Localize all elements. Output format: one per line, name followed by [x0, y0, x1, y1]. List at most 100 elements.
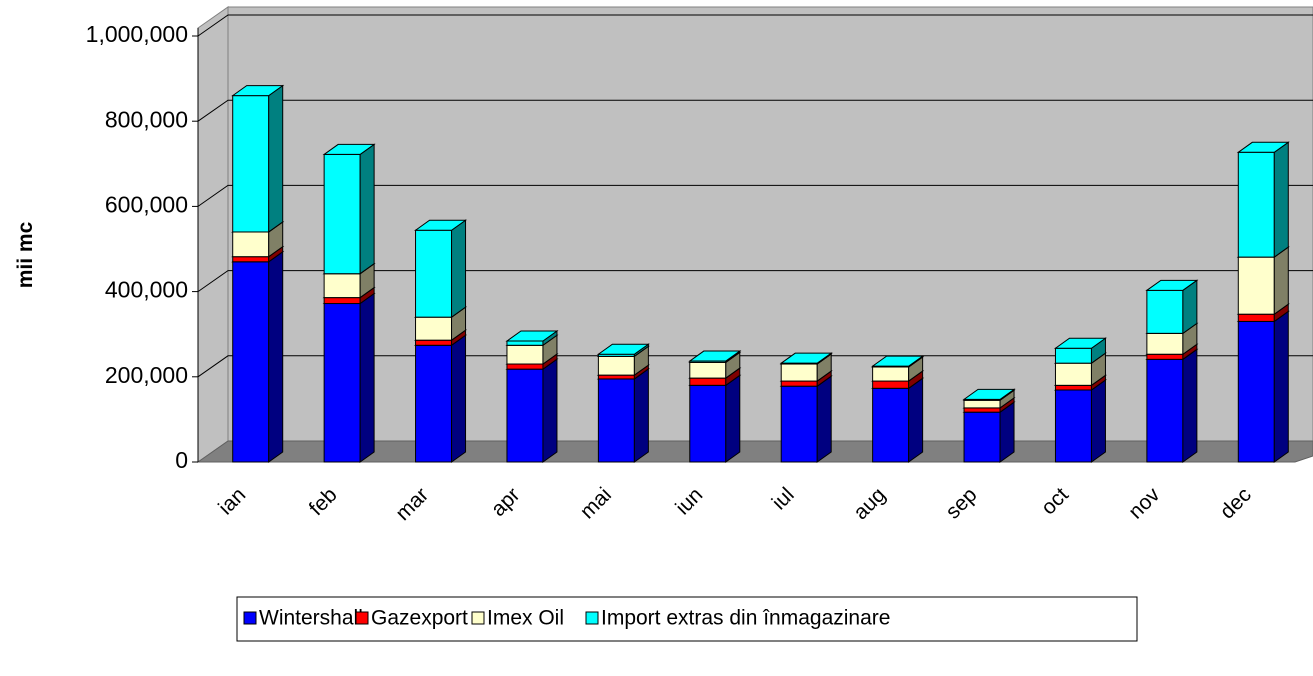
- bar-side: [451, 219, 467, 319]
- bar-side: [359, 143, 375, 275]
- bar-segment: [231, 84, 285, 233]
- bar-front: [1146, 289, 1184, 334]
- bar-front: [415, 229, 453, 318]
- x-tick-label: iun: [671, 483, 707, 519]
- bar-front: [1054, 347, 1092, 364]
- x-tick-label: dec: [1216, 483, 1256, 523]
- bar-segment: [596, 367, 650, 463]
- bar-front: [1237, 313, 1275, 322]
- bar-front: [415, 316, 453, 341]
- grid-line: [197, 14, 1313, 37]
- legend-label: Import extras din înmagazinare: [601, 607, 890, 630]
- legend-label: Imex Oil: [487, 607, 564, 630]
- bar-top: [1053, 337, 1108, 349]
- bar-front: [1146, 332, 1184, 355]
- bar-segment: [1145, 348, 1199, 463]
- bar-side: [1273, 310, 1289, 463]
- y-axis-label: mii mc: [14, 221, 37, 288]
- bar-front: [1054, 384, 1092, 391]
- y-tick-label: 0: [175, 447, 188, 473]
- legend-swatch: [243, 611, 257, 625]
- bar-front: [689, 377, 727, 386]
- y-tick-label: 1,000,000: [86, 21, 188, 47]
- bar-front: [1054, 362, 1092, 386]
- bar-front: [597, 355, 635, 376]
- bar-front: [232, 261, 270, 463]
- bar-segment: [779, 352, 833, 365]
- bar-side: [451, 334, 467, 463]
- bar-segment: [688, 374, 742, 463]
- bar-top: [1145, 279, 1199, 291]
- x-tick-label: apr: [487, 483, 525, 521]
- bar-segment: [688, 350, 742, 364]
- bar-front: [323, 153, 361, 275]
- x-tick-label: feb: [305, 483, 342, 520]
- x-tick-label: aug: [849, 483, 890, 524]
- grid-line: [197, 184, 1313, 207]
- x-tick-label: mai: [576, 483, 616, 523]
- bar-front: [506, 344, 544, 365]
- bar-top: [505, 330, 559, 342]
- bar-front: [506, 368, 544, 463]
- bar-segment: [871, 355, 925, 368]
- bar-front: [872, 366, 910, 382]
- bar-top: [962, 388, 1016, 400]
- bar-side: [359, 292, 375, 463]
- x-tick-label: nov: [1124, 483, 1165, 524]
- bar-front: [1237, 320, 1275, 463]
- bar-top: [779, 352, 833, 364]
- bar-segment: [505, 330, 559, 347]
- y-tick-label: 800,000: [105, 106, 188, 132]
- bar-side: [633, 367, 649, 463]
- bar-top: [596, 343, 650, 355]
- grid-line: [197, 99, 1313, 122]
- x-tick-label: ian: [214, 483, 250, 519]
- bar-front: [689, 361, 727, 379]
- grid-line: [197, 270, 1313, 293]
- legend-swatch: [585, 611, 599, 625]
- bar-side: [542, 358, 558, 463]
- bar-front: [232, 95, 270, 233]
- bar-segment: [1053, 379, 1108, 463]
- bar-front: [1054, 389, 1092, 463]
- bar-segment: [322, 143, 376, 275]
- bar-segment: [231, 250, 285, 463]
- x-tick-label: sep: [941, 483, 981, 523]
- bar-top: [322, 143, 376, 155]
- bar-front: [780, 385, 818, 463]
- bar-segment: [1145, 279, 1199, 335]
- bar-segment: [322, 292, 376, 463]
- bar-front: [963, 399, 1001, 409]
- x-tick-label: oct: [1037, 483, 1073, 519]
- y-tick-label: 600,000: [105, 191, 188, 217]
- legend-swatch: [471, 611, 485, 625]
- bar-front: [963, 411, 1001, 463]
- bar-front: [597, 374, 635, 380]
- bar-front: [232, 231, 270, 258]
- bar-side: [1182, 348, 1198, 463]
- bar-front: [323, 303, 361, 463]
- bar-top: [688, 350, 742, 362]
- y-tick-label: 400,000: [105, 277, 188, 303]
- bar-top: [231, 85, 285, 97]
- bar-side: [1090, 379, 1106, 463]
- x-tick-label: iul: [768, 483, 799, 514]
- bar-side: [1273, 246, 1289, 316]
- y-tick-label: 200,000: [105, 362, 188, 388]
- bar-front: [415, 339, 453, 346]
- bar-front: [1146, 353, 1184, 360]
- bar-front: [1237, 256, 1275, 315]
- bar-front: [506, 363, 544, 370]
- legend-swatch: [355, 611, 369, 625]
- bar-front: [506, 340, 544, 346]
- bar-side: [1273, 141, 1289, 259]
- bar-side: [268, 84, 284, 233]
- grid-line: [197, 355, 1313, 378]
- bar-side: [908, 377, 924, 463]
- bar-front: [415, 344, 453, 463]
- bar-segment: [413, 334, 468, 463]
- bar-front: [872, 380, 910, 389]
- bar-front: [963, 407, 1001, 413]
- bar-front: [597, 378, 635, 463]
